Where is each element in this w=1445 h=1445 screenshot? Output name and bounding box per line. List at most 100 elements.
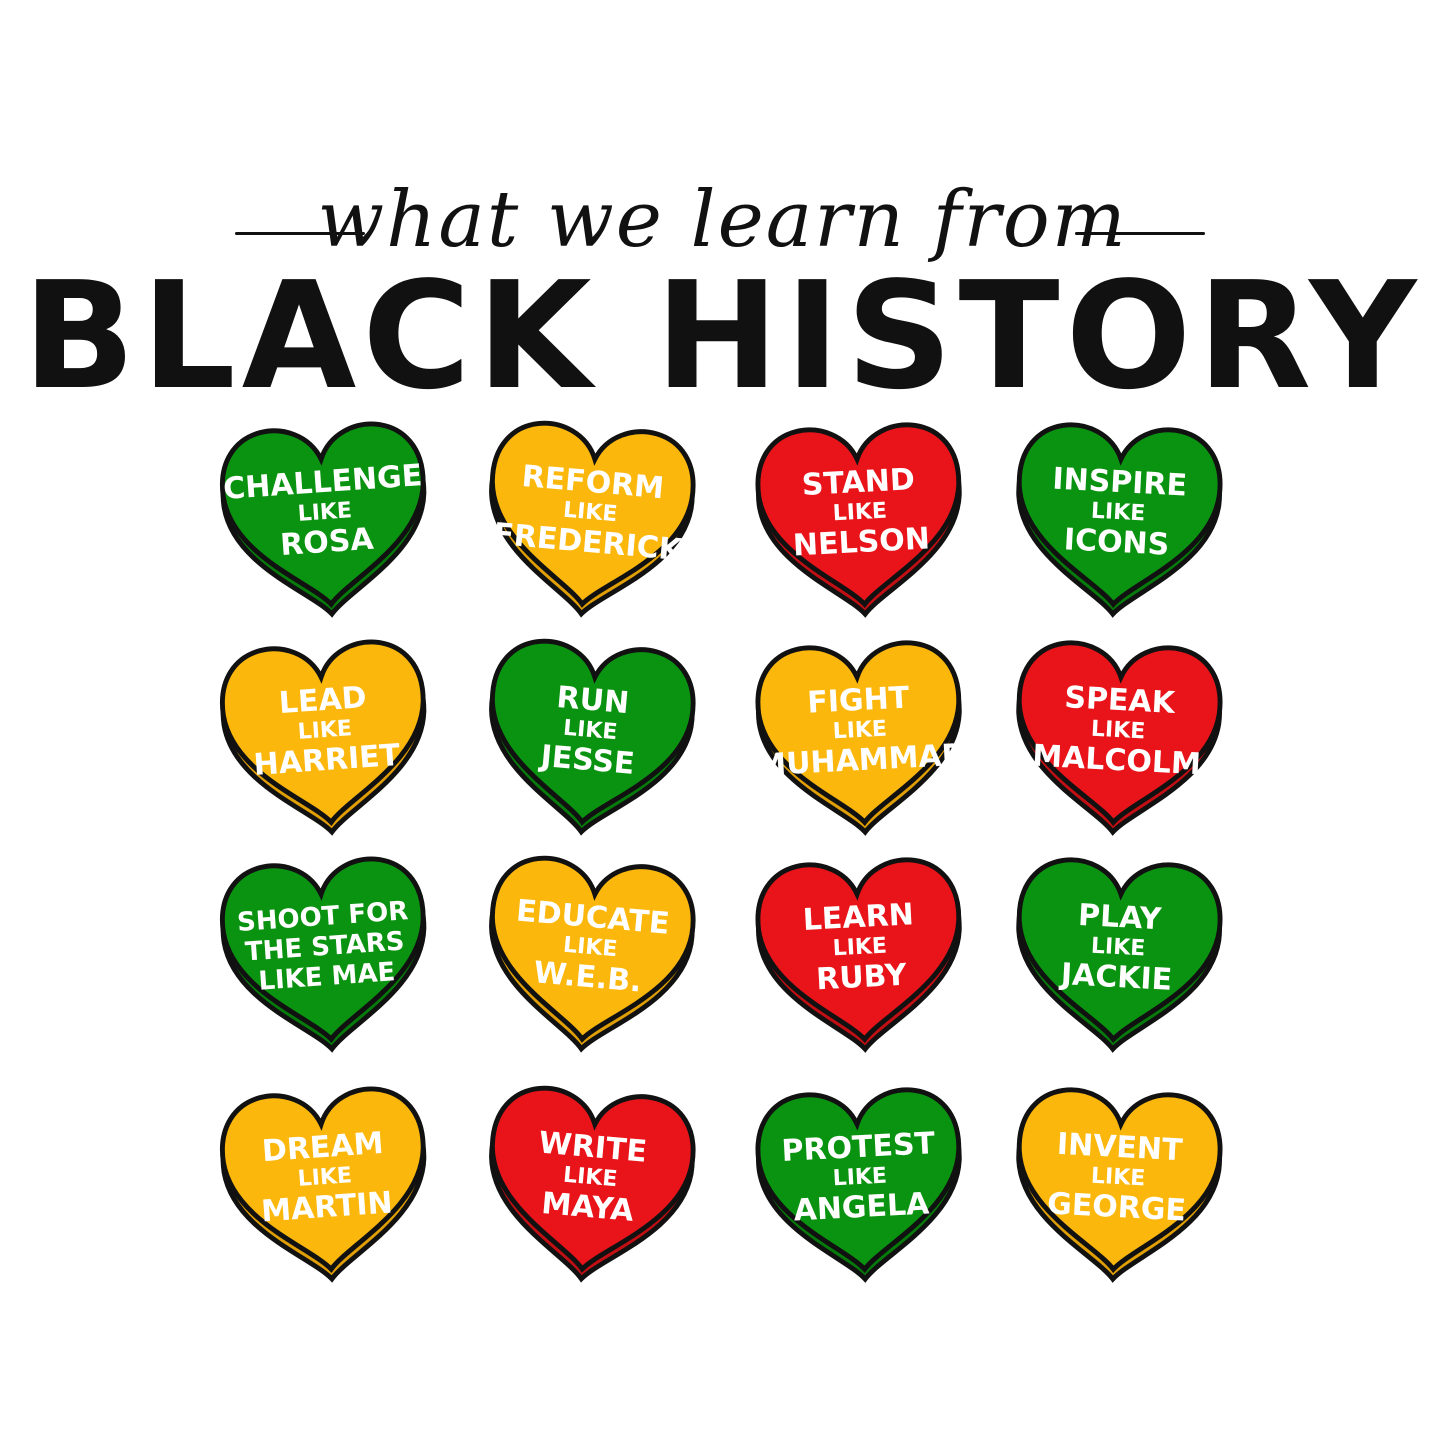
heart-face [219,421,426,608]
candy-heart: SPEAK LIKE MALCOLM [1001,622,1236,843]
candy-heart: RUN LIKE JESSE [469,619,710,848]
heart-face [1016,640,1223,827]
heart-shape [1016,1087,1223,1283]
candy-heart: PROTEST LIKE ANGELA [743,1069,978,1290]
heart-text: RUN LIKE JESSE [493,658,688,804]
heart-text-line: LEARN [801,897,915,938]
candy-heart: REFORM LIKE FREDERICK [469,401,710,630]
heart-text: PLAY LIKE JACKIE [1023,878,1214,1017]
script-title: what we learn from [317,175,1128,265]
heart-text: REFORM LIKE FREDERICK [491,440,688,586]
heart-text-line: LIKE [1090,716,1146,745]
heart-face [489,1085,696,1273]
title-swash-right [1075,232,1205,235]
heart-text-line: PROTEST [780,1125,936,1169]
heart-text-line: ICONS [1063,521,1171,563]
candy-heart: WRITE LIKE MAYA [469,1066,710,1295]
heart-shape [755,640,962,836]
candy-heart: DREAM LIKE MARTIN [206,1067,444,1292]
heart-text-line: FIGHT [806,680,911,721]
heart-text-line: LIKE [832,933,888,962]
heart-text-line: MARTIN [260,1185,394,1230]
heart-text-line: JESSE [539,738,636,782]
heart-shape [489,420,696,618]
heart-shape [219,856,427,1053]
heart-text-line: SPEAK [1063,680,1176,721]
candy-heart: INSPIRE LIKE ICONS [1001,404,1236,625]
heart-text-line: FREDERICK [491,516,684,568]
heart-text-line: ROSA [279,521,375,563]
heart-text: SPEAK LIKE MALCOLM [1023,661,1214,800]
heart-shape [1016,640,1223,836]
candy-heart: LEAD LIKE HARRIET [206,620,444,845]
heart-shape [489,855,696,1053]
heart-text: EDUCATE LIKE W.E.B. [493,875,688,1021]
heart-shape [755,1087,962,1283]
heart-text-line: INSPIRE [1051,461,1188,504]
heart-face [755,1087,962,1274]
heart-face [755,640,962,827]
candy-heart: FIGHT LIKE MUHAMMAD [743,622,978,843]
heart-text-line: LIKE [1090,1163,1146,1192]
heart-text-line: W.E.B. [532,954,644,1000]
candy-heart: INVENT LIKE GEORGE [1001,1069,1236,1290]
heart-face [755,422,962,609]
heart-text-line: LIKE [832,716,888,745]
heart-face [1016,422,1223,609]
heart-shape [1016,857,1223,1053]
heart-text-line: LIKE [1090,933,1146,962]
heart-text-line: LIKE [832,498,888,527]
candy-heart: LEARN LIKE RUBY [743,839,978,1060]
heart-face [219,639,426,826]
heart-text-line: MUHAMMAD [755,737,968,784]
heart-text-line: JACKIE [1060,956,1174,998]
heart-text: LEARN LIKE RUBY [765,878,956,1017]
heart-shape [489,1085,696,1283]
heart-text-line: ANGELA [792,1186,931,1229]
heart-face [219,856,426,1043]
heart-text-line: MALCOLM [1031,738,1202,782]
heart-face [1016,1087,1223,1274]
heart-text: LEAD LIKE HARRIET [229,660,422,803]
heart-text: SHOOT FOR THE STARS LIKE MAE [229,877,422,1020]
heart-shape [489,638,696,836]
main-title: BLACK HISTORY [22,250,1423,422]
heart-text: INVENT LIKE GEORGE [1023,1108,1214,1247]
heart-text-line: MAYA [540,1185,636,1229]
heart-text: STAND LIKE NELSON [765,443,956,582]
heart-shape [219,639,427,836]
heart-text-line: LIKE [832,1163,888,1192]
candy-heart: PLAY LIKE JACKIE [1001,839,1236,1060]
heart-text-line: NELSON [792,521,931,564]
heart-face [755,857,962,1044]
heart-face [1016,857,1223,1044]
heart-text: PROTEST LIKE ANGELA [765,1108,956,1247]
title-swash-left [235,232,365,235]
heart-face [489,855,696,1043]
heart-text-line: PLAY [1077,897,1163,938]
heart-text: DREAM LIKE MARTIN [229,1107,422,1250]
candy-heart: CHALLENGE LIKE ROSA [206,402,444,627]
heart-face [489,420,696,608]
candy-heart: STAND LIKE NELSON [743,404,978,625]
heart-text-line: HARRIET [252,737,402,783]
heart-text-line: RUBY [815,957,908,997]
heart-face [219,1086,426,1273]
heart-text-line: WRITE [537,1125,649,1170]
heart-text-line: GEORGE [1046,1185,1187,1229]
heart-text: WRITE LIKE MAYA [493,1105,688,1251]
heart-text-line: INVENT [1056,1126,1184,1169]
heart-shape [755,857,962,1053]
heart-text: CHALLENGE LIKE ROSA [222,442,423,585]
heart-text-line: DREAM [260,1125,385,1170]
heart-shape [219,421,427,618]
candy-heart: SHOOT FOR THE STARS LIKE MAE [206,837,444,1062]
heart-text-line: STAND [800,461,916,503]
heart-text-line: LEAD [277,679,368,721]
heart-shape [755,422,962,618]
candy-heart: EDUCATE LIKE W.E.B. [469,836,710,1065]
heart-text: INSPIRE LIKE ICONS [1023,443,1214,582]
heart-shape [219,1086,427,1283]
heart-face [489,638,696,826]
heart-text-line: LIKE [1090,498,1146,527]
